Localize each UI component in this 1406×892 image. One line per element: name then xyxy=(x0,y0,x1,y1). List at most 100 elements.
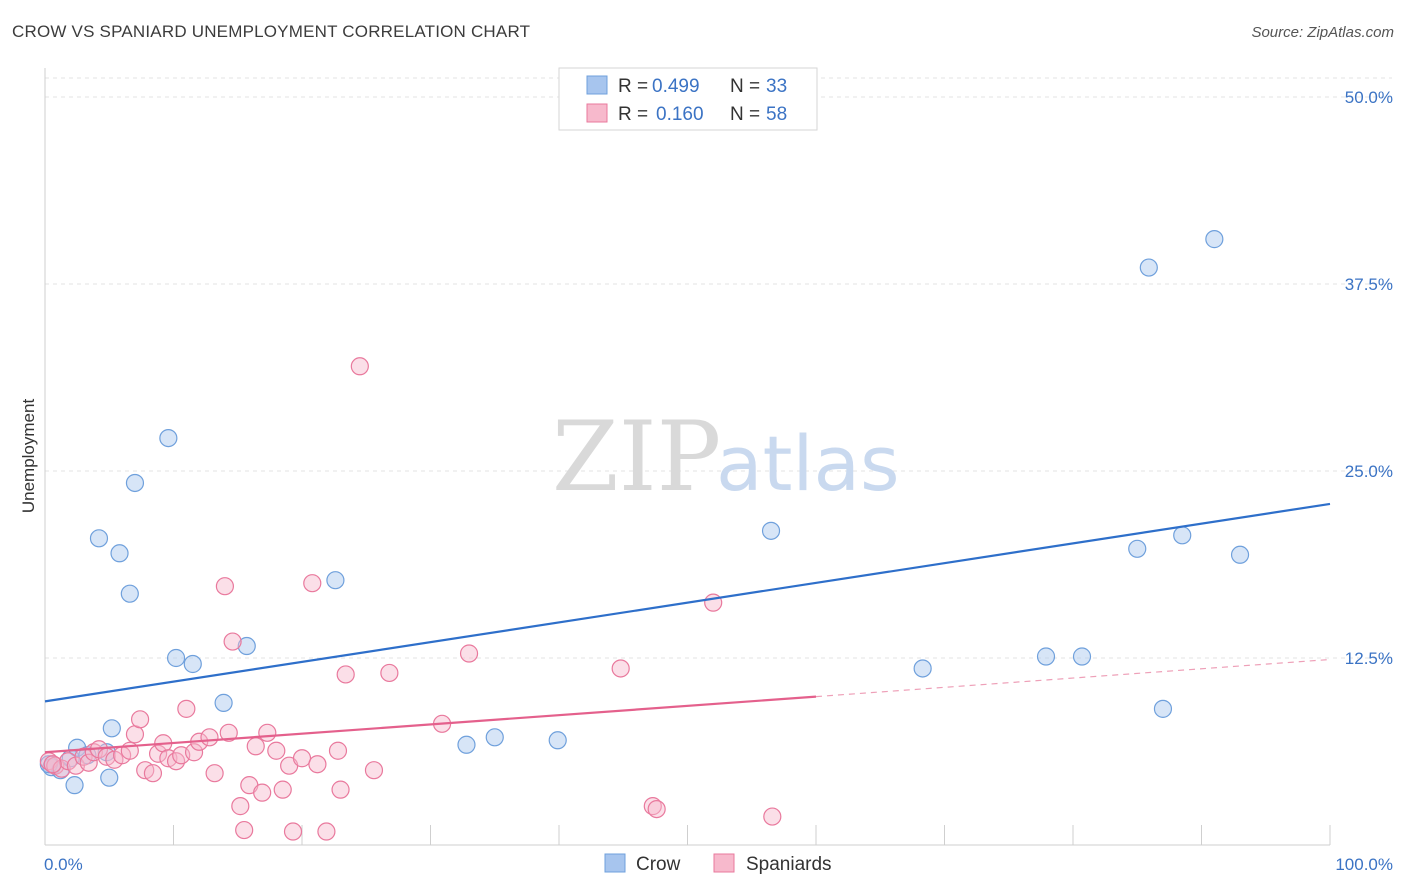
axes xyxy=(44,68,1331,846)
point-spaniards-46 xyxy=(336,665,355,684)
point-crow-18 xyxy=(326,571,345,590)
point-spaniards-31 xyxy=(235,820,254,840)
point-crow-27 xyxy=(1072,647,1092,666)
point-spaniards-28 xyxy=(219,723,238,742)
watermark-zip: ZIP xyxy=(552,401,721,513)
point-spaniards-47 xyxy=(350,357,369,376)
point-crow-23 xyxy=(1139,258,1158,277)
point-crow-25 xyxy=(913,659,932,678)
legend-swatch-crow xyxy=(586,75,608,95)
legend-swatch-spaniards xyxy=(586,103,608,123)
source-label: Source: ZipAtlas.com xyxy=(1251,24,1394,41)
point-crow-28 xyxy=(1128,539,1147,558)
point-crow-31 xyxy=(1153,699,1173,718)
point-spaniards-52 xyxy=(611,659,630,678)
point-spaniards-26 xyxy=(205,764,224,783)
x-tick-label-min: 0.0% xyxy=(44,855,83,874)
trend-line-crow xyxy=(44,502,1331,703)
bottom-legend-swatch-crow xyxy=(604,853,626,873)
point-crow-11 xyxy=(120,584,139,603)
legend-box: R = 0.499 N = 33 R = 0.160 N = 58 xyxy=(558,67,818,131)
legend-r-value-crow: 0.499 xyxy=(652,76,700,97)
point-spaniards-40 xyxy=(292,749,312,768)
point-spaniards-44 xyxy=(328,741,348,760)
point-spaniards-27 xyxy=(215,577,234,596)
watermark: ZIP atlas xyxy=(552,401,900,513)
bottom-legend: Crow Spaniards xyxy=(604,853,832,875)
point-spaniards-14 xyxy=(130,710,150,729)
point-spaniards-57 xyxy=(43,755,62,774)
point-crow-21 xyxy=(548,731,567,750)
point-crow-13 xyxy=(159,428,178,448)
point-spaniards-54 xyxy=(647,799,666,819)
point-crow-3 xyxy=(65,776,84,795)
point-spaniards-30 xyxy=(231,797,250,816)
point-spaniards-49 xyxy=(380,663,399,683)
point-spaniards-2 xyxy=(52,759,71,778)
point-spaniards-22 xyxy=(177,699,196,718)
point-spaniards-35 xyxy=(258,723,277,742)
grid-lines xyxy=(45,77,1392,659)
y-axis-title: Unemployment xyxy=(19,399,38,514)
legend-r-label-crow: R = xyxy=(618,76,648,97)
x-tick-label-max: 100.0% xyxy=(1335,855,1393,874)
point-spaniards-20 xyxy=(166,752,186,771)
point-spaniards-6 xyxy=(79,753,98,772)
legend-r-value-spaniards: 0.160 xyxy=(656,104,704,125)
point-crow-7 xyxy=(100,768,119,787)
point-spaniards-34 xyxy=(253,783,272,802)
point-spaniards-37 xyxy=(273,780,292,799)
point-crow-4 xyxy=(68,738,87,757)
bottom-legend-label-crow: Crow xyxy=(636,854,681,875)
point-crow-8 xyxy=(102,719,121,738)
point-crow-20 xyxy=(485,728,504,747)
y-tick-label-3: 50.0% xyxy=(1345,88,1393,107)
point-crow-22 xyxy=(761,521,781,540)
point-crow-10 xyxy=(110,544,129,563)
point-spaniards-51 xyxy=(459,644,479,663)
point-crow-15 xyxy=(183,654,202,674)
chart-title: CROW VS SPANIARD UNEMPLOYMENT CORRELATIO… xyxy=(12,22,531,41)
x-tick-labels: 0.0% 100.0% xyxy=(44,855,1393,874)
point-crow-29 xyxy=(1173,526,1192,545)
point-spaniards-48 xyxy=(364,761,384,780)
legend-r-label-spaniards: R = xyxy=(618,104,648,125)
point-crow-12 xyxy=(125,473,145,493)
point-crow-19 xyxy=(457,735,476,754)
trend-line-spaniards-dashed xyxy=(815,658,1331,698)
point-crow-30 xyxy=(1230,545,1250,564)
data-points xyxy=(39,230,1250,841)
point-crow-24 xyxy=(1205,230,1224,249)
y-tick-label-1: 25.0% xyxy=(1345,462,1393,481)
point-crow-9 xyxy=(89,529,109,548)
point-spaniards-56 xyxy=(763,807,782,826)
point-crow-16 xyxy=(214,693,233,712)
legend-n-value-crow: 33 xyxy=(766,76,787,97)
trend-lines xyxy=(44,502,1331,754)
point-spaniards-36 xyxy=(267,741,286,760)
trend-line-spaniards xyxy=(44,695,817,754)
point-crow-17 xyxy=(237,636,256,656)
point-spaniards-29 xyxy=(223,632,242,651)
point-spaniards-16 xyxy=(143,764,163,783)
point-spaniards-33 xyxy=(246,737,265,756)
point-spaniards-5 xyxy=(74,747,93,766)
legend-n-value-spaniards: 58 xyxy=(766,104,787,125)
point-spaniards-45 xyxy=(331,780,350,799)
point-spaniards-39 xyxy=(283,822,303,841)
legend-n-label-spaniards: N = xyxy=(730,104,760,125)
bottom-legend-label-spaniards: Spaniards xyxy=(746,854,832,875)
watermark-atlas: atlas xyxy=(716,419,900,508)
legend-n-label-crow: N = xyxy=(730,76,760,97)
point-crow-26 xyxy=(1036,647,1056,666)
y-tick-label-0: 12.5% xyxy=(1345,649,1393,668)
y-tick-label-2: 37.5% xyxy=(1345,275,1393,294)
bottom-legend-swatch-spaniards xyxy=(713,853,735,873)
point-spaniards-25 xyxy=(200,728,219,747)
y-tick-labels: 12.5% 25.0% 37.5% 50.0% xyxy=(1345,88,1393,668)
point-spaniards-42 xyxy=(308,755,327,774)
point-crow-14 xyxy=(166,648,186,668)
point-spaniards-17 xyxy=(148,744,168,763)
point-spaniards-23 xyxy=(184,743,204,762)
